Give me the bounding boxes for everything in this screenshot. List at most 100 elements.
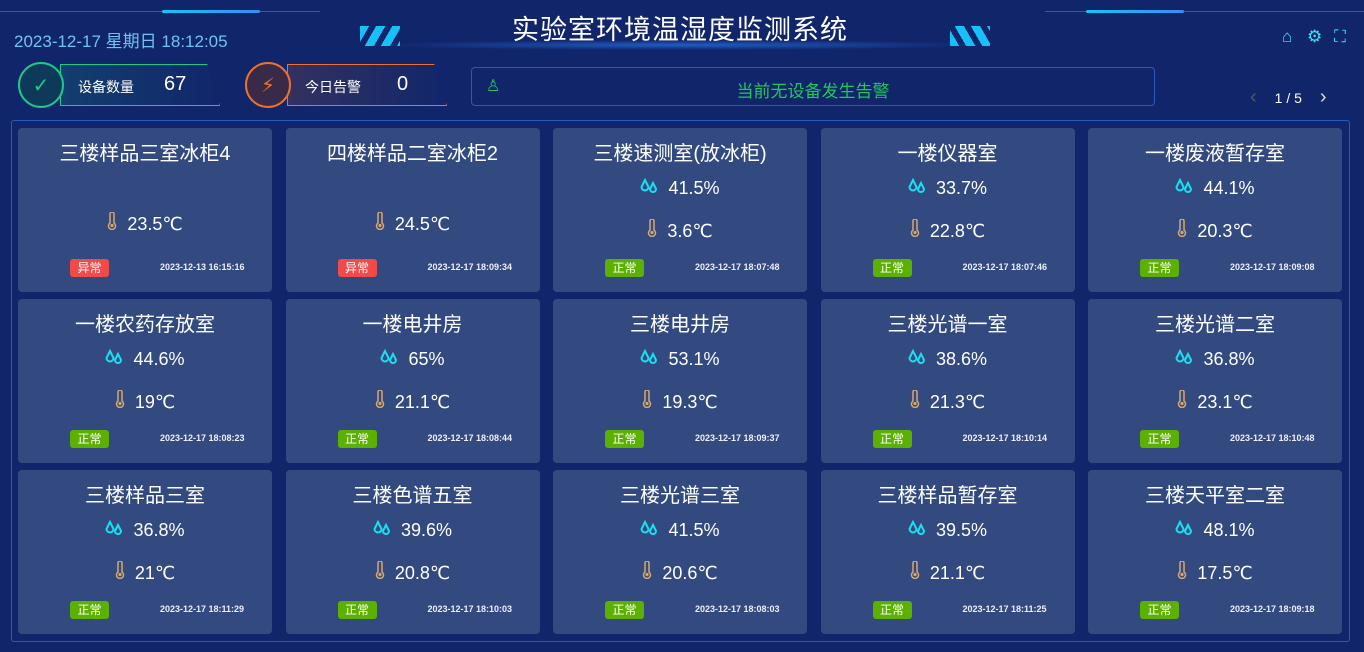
device-card[interactable]: 三楼样品暂存室 39.5% 21.1℃ 正常 2023-12-17 18:11:25	[820, 470, 1075, 634]
pagination: ‹ 1 / 5 ›	[1250, 86, 1327, 109]
humidity-drop-icon	[640, 519, 658, 540]
device-count-label: 设备数量	[78, 79, 134, 95]
device-name: 三楼光谱二室	[1155, 314, 1275, 336]
header-line-right	[1045, 11, 1364, 12]
device-count-value: 67	[164, 73, 187, 95]
fullscreen-icon[interactable]: ⛶	[1334, 27, 1346, 46]
humidity-value: 44.1%	[1203, 178, 1255, 198]
device-card[interactable]: 一楼电井房 65% 21.1℃ 正常 2023-12-17 18:08:44	[285, 299, 540, 463]
humidity-value: 41.5%	[668, 178, 720, 198]
alarm-count-value: 0	[397, 73, 409, 95]
update-time: 2023-12-17 18:10:48	[1230, 433, 1315, 443]
humidity-value: 33.7%	[935, 178, 988, 198]
status-badge: 正常	[605, 430, 644, 448]
device-name: 三楼样品暂存室	[877, 485, 1018, 507]
humidity-reading: 41.5%	[553, 177, 807, 199]
device-name: 四楼样品二室冰柜2	[326, 143, 499, 165]
status-badge: 正常	[605, 601, 644, 619]
device-grid: 三楼样品三室冰柜4 23.5℃ 异常 2023-12-13 16:15:16 四楼样品二…	[18, 128, 1343, 634]
device-name: 一楼农药存放室	[75, 314, 215, 336]
status-badge: 正常	[1140, 430, 1179, 448]
temperature-reading: 21.1℃	[286, 389, 540, 413]
datetime: 2023-12-17 星期日 18:12:05	[14, 32, 228, 51]
status-badge: 正常	[872, 259, 912, 277]
thermometer-icon	[115, 389, 125, 412]
temperature-value: 21.1℃	[929, 563, 986, 583]
status-badge: 正常	[872, 430, 912, 448]
header-line-left	[0, 11, 320, 12]
device-card[interactable]: 一楼仪器室 33.7% 22.8℃ 正常 2023-12-17 18:07:46	[820, 128, 1075, 292]
device-panel	[11, 120, 1350, 642]
device-card[interactable]: 三楼天平室二室 48.1% 17.5℃ 正常 2023-12-17 18:09:18	[1088, 470, 1342, 634]
device-card[interactable]: 三楼光谱三室 41.5% 20.6℃ 正常 2023-12-17 18:08:03	[553, 470, 807, 634]
thermometer-icon	[375, 560, 385, 583]
thermometer-icon	[910, 560, 920, 583]
status-badge: 异常	[70, 259, 109, 277]
temperature-reading: 19.3℃	[553, 389, 807, 413]
device-card[interactable]: 三楼速测室(放冰柜) 41.5% 3.6℃ 正常 2023-12-17 18:07:48	[553, 128, 807, 292]
humidity-drop-icon	[908, 519, 926, 540]
device-card[interactable]: 一楼农药存放室 44.6% 19℃ 正常 2023-12-17 18:08:23	[18, 299, 272, 463]
thermometer-icon	[642, 389, 652, 412]
humidity-value: 44.6%	[133, 349, 185, 369]
humidity-value: 36.8%	[1203, 349, 1255, 369]
prev-page-button[interactable]: ‹	[1250, 86, 1257, 108]
temperature-value: 21℃	[134, 563, 176, 583]
alarm-banner: ♙ 当前无设备发生告警	[471, 67, 1155, 106]
device-card[interactable]: 三楼样品三室冰柜4 23.5℃ 异常 2023-12-13 16:15:16	[18, 128, 272, 292]
temperature-value: 21.1℃	[394, 392, 451, 412]
status-badge: 正常	[70, 601, 109, 619]
temperature-reading: 23.5℃	[18, 211, 272, 235]
thermometer-icon	[910, 218, 920, 241]
humidity-drop-icon	[105, 519, 123, 540]
device-card[interactable]: 三楼样品三室 36.8% 21℃ 正常 2023-12-17 18:11:29	[18, 470, 272, 634]
device-name: 三楼电井房	[630, 314, 730, 336]
thermometer-icon	[910, 389, 920, 412]
thermometer-icon	[1177, 218, 1187, 241]
update-time: 2023-12-17 18:07:48	[695, 262, 780, 272]
update-time: 2023-12-17 18:07:46	[962, 262, 1048, 272]
temperature-reading: 23.1℃	[1088, 389, 1342, 413]
device-card[interactable]: 三楼光谱二室 36.8% 23.1℃ 正常 2023-12-17 18:10:48	[1088, 299, 1342, 463]
humidity-value: 39.6%	[400, 520, 453, 540]
humidity-reading: 41.5%	[553, 519, 807, 541]
temperature-value: 22.8℃	[929, 221, 986, 241]
thermometer-icon	[642, 560, 652, 583]
humidity-drop-icon	[908, 177, 926, 198]
humidity-reading: 44.1%	[1088, 177, 1342, 199]
update-time: 2023-12-17 18:11:25	[962, 604, 1047, 614]
device-name: 三楼速测室(放冰柜)	[593, 143, 767, 165]
status-badge: 正常	[337, 601, 377, 619]
device-card[interactable]: 三楼电井房 53.1% 19.3℃ 正常 2023-12-17 18:09:37	[553, 299, 807, 463]
humidity-reading: 36.8%	[18, 519, 272, 541]
temperature-reading: 20.6℃	[553, 560, 807, 584]
device-card[interactable]: 四楼样品二室冰柜2 24.5℃ 异常 2023-12-17 18:09:34	[285, 128, 540, 292]
gear-icon[interactable]: ⚙	[1307, 27, 1323, 46]
humidity-reading: 48.1%	[1088, 519, 1342, 541]
home-icon[interactable]: ⌂	[1282, 27, 1293, 46]
update-time: 2023-12-13 16:15:16	[160, 262, 245, 272]
update-time: 2023-12-17 18:09:08	[1230, 262, 1315, 272]
update-time: 2023-12-17 18:10:14	[962, 433, 1048, 443]
next-page-button[interactable]: ›	[1319, 86, 1327, 108]
device-name: 一楼废液暂存室	[1145, 143, 1285, 165]
thermometer-icon	[1177, 389, 1187, 412]
check-cycle-icon: ✓	[18, 62, 64, 108]
status-badge: 正常	[1140, 601, 1179, 619]
thermometer-icon	[647, 218, 657, 241]
update-time: 2023-12-17 18:08:44	[427, 433, 513, 443]
device-name: 三楼色谱五室	[352, 485, 473, 507]
page-indicator: 1 / 5	[1274, 89, 1302, 106]
humidity-reading: 36.8%	[1088, 348, 1342, 370]
device-card[interactable]: 一楼废液暂存室 44.1% 20.3℃ 正常 2023-12-17 18:09:08	[1088, 128, 1342, 292]
update-time: 2023-12-17 18:08:23	[160, 433, 245, 443]
device-card[interactable]: 三楼色谱五室 39.6% 20.8℃ 正常 2023-12-17 18:10:03	[285, 470, 540, 634]
device-card[interactable]: 三楼光谱一室 38.6% 21.3℃ 正常 2023-12-17 18:10:14	[820, 299, 1075, 463]
thermometer-icon	[1177, 560, 1187, 583]
humidity-value: 39.5%	[935, 520, 988, 540]
humidity-reading: 44.6%	[18, 348, 272, 370]
status-badge: 正常	[1140, 259, 1179, 277]
humidity-reading: 33.7%	[821, 177, 1075, 199]
header-glow-right	[1086, 10, 1184, 13]
status-badge: 正常	[872, 601, 912, 619]
